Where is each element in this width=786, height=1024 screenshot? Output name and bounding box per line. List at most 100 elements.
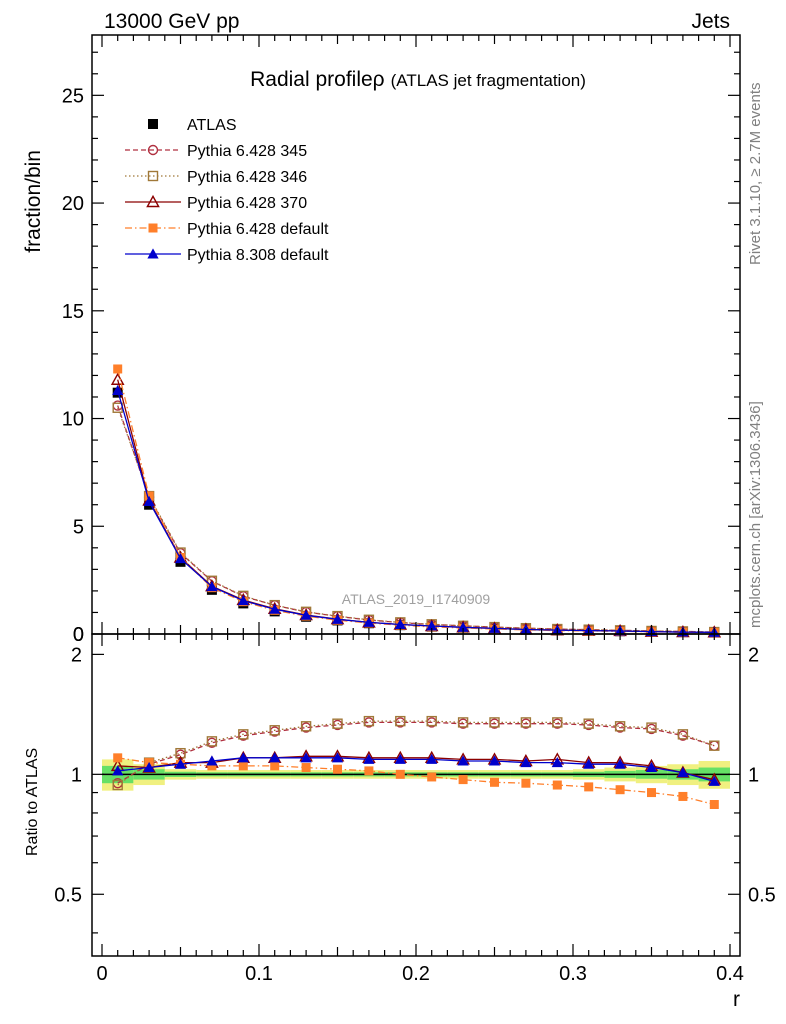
ratio-series-1-point xyxy=(238,729,249,740)
analysis-watermark: ATLAS_2019_I1740909 xyxy=(342,591,491,607)
ratio-series-1-point xyxy=(300,721,312,732)
x-tick-label: 0.3 xyxy=(559,963,587,985)
ratio-series-4-point xyxy=(708,775,720,786)
ratio-series-3-point xyxy=(207,761,217,771)
ratio-frame xyxy=(91,633,741,957)
ratio-series-4-point xyxy=(551,756,563,768)
ratio-series-4-point xyxy=(174,758,187,769)
ratio-series-group xyxy=(110,715,722,810)
ratio-series-3-point xyxy=(395,769,405,779)
main-series-5-point xyxy=(174,552,187,564)
x-tick-label: 0.2 xyxy=(402,963,430,985)
main-y-tick-label: 20 xyxy=(62,193,84,215)
main-series-5-point xyxy=(300,609,312,620)
legend-marker xyxy=(148,223,158,233)
main-series-4-point xyxy=(113,364,123,374)
ratio-series-1-point xyxy=(489,717,500,728)
ratio-series-4-point xyxy=(206,755,218,766)
ratio-y-axis-label: Ratio to ATLAS xyxy=(24,748,41,856)
ratio-y-tick-label: 2 xyxy=(71,644,82,666)
ratio-series-3-point xyxy=(238,761,248,771)
ratio-series-3-line xyxy=(117,757,715,806)
chart-subtitle: (ATLAS jet fragmentation) xyxy=(391,71,586,90)
legend-item: Pythia 6.428 default xyxy=(125,221,329,238)
ratio-series-1-point xyxy=(552,717,563,728)
mcplots-note: mcplots.cern.ch [arXiv:1306.3436] xyxy=(747,401,764,628)
main-series-5-point xyxy=(143,495,155,506)
ratio-series-1-point xyxy=(395,715,406,727)
ratio-series-1-point xyxy=(614,721,626,732)
ratio-series-4-point xyxy=(583,758,595,769)
legend-marker xyxy=(147,248,159,259)
legend-label: Pythia 6.428 370 xyxy=(187,195,307,212)
x-tick-label: 0.1 xyxy=(245,963,273,985)
ratio-y-tick-label: 1 xyxy=(71,764,82,786)
main-series-3-point xyxy=(110,372,125,385)
main-y-tick-label: 15 xyxy=(62,301,84,323)
legend-label: Pythia 6.428 346 xyxy=(187,169,307,186)
legend-label: Pythia 8.308 default xyxy=(187,247,329,264)
chart-title-text: Radial profile xyxy=(250,68,373,91)
legend-marker xyxy=(147,144,159,156)
ratio-series-1-point xyxy=(332,718,343,729)
ratio-series-0-line xyxy=(117,721,715,784)
ratio-series-3-point xyxy=(709,800,719,810)
main-series-5-point xyxy=(112,384,124,396)
ratio-series-4-point xyxy=(300,752,312,763)
ratio-series-1-point xyxy=(112,779,123,791)
chart-title: Radial profileρ (ATLAS jet fragmentation) xyxy=(250,68,586,91)
legend-label: ATLAS xyxy=(187,117,237,134)
ratio-series-1-point xyxy=(269,725,280,736)
ratio-series-3-point xyxy=(113,753,123,763)
ratio-series-4-point xyxy=(520,756,532,768)
legend-item: Pythia 8.308 default xyxy=(125,247,329,264)
main-series-5-point xyxy=(269,603,281,614)
main-series-5-point xyxy=(331,613,344,624)
ratio-series-3-point xyxy=(364,766,374,776)
chart-title-symbol: ρ xyxy=(373,68,385,91)
main-series-5-point xyxy=(457,621,469,632)
ratio-series-1-point xyxy=(206,736,218,747)
ratio-series-3-point xyxy=(270,761,280,771)
ratio-series-3-point xyxy=(333,764,342,774)
ratio-series-1-point xyxy=(363,715,375,727)
ratio-series-1-point xyxy=(520,717,532,728)
legend-item: Pythia 6.428 346 xyxy=(125,169,307,186)
ratio-series-4-line xyxy=(117,757,715,783)
ratio-series-3-point xyxy=(427,772,437,782)
ratio-series-3-point xyxy=(615,785,625,795)
ratio-series-3-point xyxy=(647,788,656,798)
legend-label: Pythia 6.428 345 xyxy=(187,143,307,160)
ratio-series-4-point xyxy=(645,761,658,773)
x-tick-label: 0 xyxy=(96,963,107,985)
ratio-y-tick-label: 0.5 xyxy=(54,884,82,906)
ratio-series-4-point xyxy=(269,752,281,763)
legend-label: Pythia 6.428 default xyxy=(187,221,329,238)
header-right: Jets xyxy=(691,10,730,33)
ratio-series-4-point xyxy=(237,752,249,763)
ratio-series-4 xyxy=(112,752,720,786)
main-series-1-line xyxy=(117,405,715,633)
ratio-series-4-point xyxy=(614,758,626,769)
ratio-series-1-point xyxy=(646,722,657,733)
main-y-tick-label: 10 xyxy=(62,409,84,431)
ratio-series-4-point xyxy=(457,755,469,766)
main-series-5-point xyxy=(237,594,249,606)
ratio-series-3-point xyxy=(458,775,468,785)
main-y-axis-label: fraction/bin xyxy=(22,150,45,253)
legend-item: Pythia 6.428 345 xyxy=(125,143,307,160)
ratio-y-tick-label-right: 1 xyxy=(748,764,759,786)
ratio-series-4-point xyxy=(363,753,375,764)
ratio-series-4-point xyxy=(677,766,689,778)
ratio-series-3-point xyxy=(521,778,531,788)
ratio-series-3-point xyxy=(552,780,562,790)
main-series-5-point xyxy=(394,618,406,630)
ratio-series-1-point xyxy=(677,729,689,740)
main-y-tick-label: 5 xyxy=(73,516,84,538)
main-y-tick-label: 0 xyxy=(73,624,84,646)
legend-item: ATLAS xyxy=(148,117,237,134)
ratio-series-1-point xyxy=(426,715,437,727)
main-series-5-point xyxy=(426,620,438,631)
